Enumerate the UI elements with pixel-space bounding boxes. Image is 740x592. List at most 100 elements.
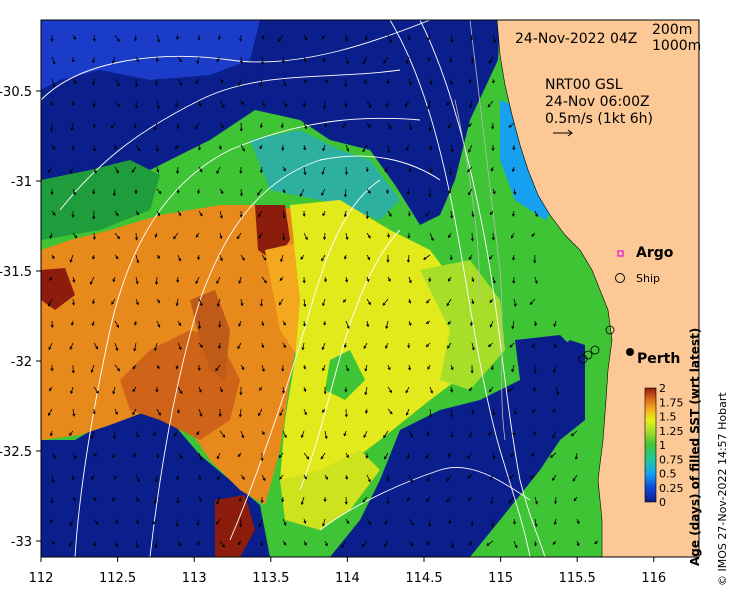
current-arrow	[552, 364, 557, 374]
current-arrow	[240, 254, 245, 261]
current-arrow	[468, 122, 473, 128]
current-arrow	[156, 188, 162, 195]
current-arrow	[512, 144, 516, 151]
current-arrow	[49, 276, 53, 281]
current-arrow	[488, 254, 494, 260]
current-arrow	[279, 276, 284, 282]
current-arrow	[513, 298, 517, 307]
current-arrow	[471, 276, 475, 283]
current-arrow	[156, 364, 160, 370]
current-arrow	[449, 78, 453, 86]
current-arrow	[303, 298, 307, 308]
current-arrow	[303, 34, 308, 41]
current-arrow	[364, 34, 368, 41]
current-arrow	[175, 34, 180, 41]
current-arrow	[177, 342, 182, 351]
x-axis: 112 112.5 113 113.5 114 114.5 115 115.5 116	[29, 557, 666, 586]
current-arrow	[153, 496, 158, 504]
current-arrow	[135, 474, 140, 483]
current-arrow	[553, 518, 557, 526]
current-arrow	[513, 188, 517, 195]
current-arrow	[552, 408, 557, 413]
current-arrow	[197, 188, 201, 195]
current-arrow	[448, 232, 452, 239]
current-arrow	[471, 342, 475, 351]
current-arrow	[406, 452, 410, 459]
current-arrow	[92, 188, 96, 195]
current-arrow	[216, 496, 221, 505]
current-arrow	[449, 408, 453, 418]
isobath-label-1000m: 1000m	[652, 38, 702, 54]
current-arrow	[534, 518, 538, 528]
current-arrow	[488, 386, 494, 393]
credit-label: © IMOS 27-Nov-2022 14:57 Hobart	[716, 392, 729, 586]
current-arrow	[386, 78, 390, 85]
current-arrow	[196, 56, 200, 65]
isobath-label-200m: 200m	[652, 22, 693, 38]
current-arrow	[406, 254, 410, 263]
current-arrow	[344, 408, 348, 418]
current-arrow	[552, 474, 557, 481]
current-arrow	[112, 386, 116, 395]
current-arrow	[429, 144, 433, 151]
current-arrow	[155, 276, 159, 286]
current-arrow	[153, 122, 158, 131]
current-arrow	[426, 540, 431, 546]
x-tick-label: 114	[335, 571, 360, 586]
current-arrow	[50, 496, 54, 504]
current-arrow	[155, 386, 159, 393]
current-arrow	[135, 276, 139, 285]
current-arrow	[177, 254, 182, 262]
current-arrow	[216, 166, 221, 175]
current-arrow	[428, 518, 432, 527]
current-arrow	[72, 34, 76, 40]
current-arrow	[261, 34, 265, 40]
date-box-bg	[502, 24, 648, 54]
current-arrow	[343, 188, 347, 198]
current-arrow	[282, 320, 286, 326]
current-arrow	[468, 78, 473, 84]
current-arrow	[425, 496, 431, 503]
current-arrow	[261, 100, 265, 107]
current-arrow	[428, 122, 432, 132]
current-arrow	[195, 232, 200, 238]
current-arrow	[177, 56, 182, 63]
current-arrow	[321, 408, 326, 413]
current-arrow	[175, 298, 179, 307]
current-arrow	[176, 188, 180, 194]
current-arrow	[508, 474, 515, 479]
current-arrow	[195, 276, 200, 285]
current-arrow	[72, 78, 77, 84]
current-arrow	[198, 166, 203, 173]
current-arrow	[533, 430, 537, 436]
colorbar-tick-label: 0.5	[659, 468, 677, 481]
current-arrow	[132, 364, 137, 370]
current-arrow	[490, 474, 494, 480]
current-arrow	[281, 386, 286, 394]
current-arrow	[345, 232, 349, 241]
current-arrow	[382, 298, 389, 306]
current-arrow	[239, 34, 243, 42]
current-arrow	[384, 452, 389, 460]
current-arrow	[70, 122, 74, 132]
current-arrow	[198, 210, 203, 217]
current-arrow	[553, 320, 557, 328]
current-arrow	[156, 298, 161, 304]
current-arrow	[345, 364, 349, 372]
current-arrow	[470, 34, 474, 42]
current-arrow	[365, 210, 369, 220]
current-arrow	[69, 166, 74, 175]
current-arrow	[470, 320, 474, 327]
current-arrow	[197, 144, 201, 151]
current-arrow	[50, 34, 54, 43]
current-arrow	[364, 364, 368, 372]
current-arrow	[91, 56, 96, 64]
current-arrow	[491, 232, 495, 241]
current-arrow	[176, 122, 180, 130]
current-arrow	[303, 452, 310, 460]
current-arrow	[156, 452, 160, 459]
x-tick-label: 113	[182, 571, 207, 586]
current-arrow	[486, 540, 494, 546]
current-arrow	[303, 408, 307, 416]
current-arrow	[282, 166, 286, 172]
